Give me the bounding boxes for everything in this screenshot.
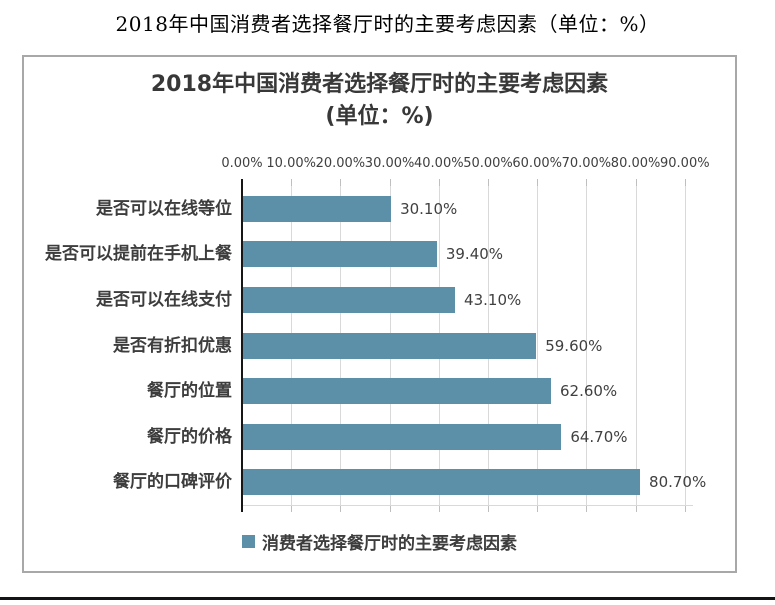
bar	[243, 378, 551, 405]
axis-tick-top	[635, 179, 637, 186]
page-title: 2018年中国消费者选择餐厅时的主要考虑因素（单位：%）	[115, 12, 660, 36]
value-label: 39.40%	[445, 245, 504, 264]
bar	[243, 286, 456, 313]
legend-label: 消费者选择餐厅时的主要考虑因素	[262, 534, 517, 554]
chart-title-line1: 2018年中国消费者选择餐厅时的主要考虑因素	[150, 72, 609, 97]
bar	[243, 195, 392, 222]
axis-tick-label: 10.00%	[266, 156, 316, 171]
axis-tick-label: 70.00%	[561, 156, 612, 171]
axis-tick-top	[438, 179, 440, 186]
axis-tick-bottom	[291, 505, 293, 512]
plot-area: 0.00% 10.00% 20.00% 30.00% 40.00% 50.00% 60.00…	[24, 57, 735, 571]
axis-tick-top	[291, 179, 293, 186]
axis-tick-top	[389, 179, 391, 186]
value-axis-line	[241, 179, 243, 512]
value-label: 43.10%	[464, 290, 522, 309]
axis-tick-bottom	[586, 505, 588, 512]
category-label: 是否可以在线支付	[96, 289, 232, 310]
axis-tick-bottom	[635, 505, 637, 512]
category-label: 是否可以在线等位	[96, 198, 232, 219]
bar	[243, 423, 562, 450]
gridline	[684, 186, 686, 505]
axis-tick-label: 60.00%	[512, 156, 562, 171]
axis-tick-label: 20.00%	[315, 156, 366, 171]
gridline	[537, 186, 539, 505]
axis-tick-label: 80.00%	[610, 156, 661, 171]
bar	[243, 332, 537, 359]
bar	[243, 241, 437, 268]
category-label: 餐厅的价格	[147, 426, 232, 447]
axis-tick-top	[488, 179, 489, 186]
chart-container: 2018年中国消费者选择餐厅时的主要考虑因素 (单位：%) 0.00% 10.00…	[22, 55, 737, 573]
bar	[243, 469, 641, 496]
category-label: 是否可以提前在手机上餐	[45, 244, 232, 265]
axis-tick-bottom	[340, 505, 342, 512]
axis-tick-top	[537, 179, 539, 186]
axis-tick-label: 50.00%	[463, 156, 513, 171]
category-label: 餐厅的口碑评价	[113, 472, 232, 493]
axis-tick-top	[684, 179, 686, 186]
legend-swatch-icon	[242, 535, 255, 548]
value-label: 59.60%	[545, 336, 603, 355]
value-label: 80.70%	[649, 473, 707, 492]
axis-tick-bottom	[389, 505, 391, 512]
axis-tick-bottom	[537, 505, 539, 512]
axis-tick-top	[586, 179, 588, 186]
value-label: 64.70%	[570, 427, 628, 446]
category-label: 是否有折扣优惠	[113, 335, 232, 356]
gridline	[635, 186, 637, 505]
axis-tick-label: 30.00%	[364, 156, 415, 171]
axis-tick-label: 40.00%	[414, 156, 464, 171]
axis-tick-bottom	[488, 505, 489, 512]
value-label: 30.10%	[400, 199, 458, 218]
gridline	[586, 186, 588, 505]
bottom-divider	[0, 597, 775, 600]
chart-title-line2: (单位：%)	[325, 104, 434, 129]
axis-tick-bottom	[684, 505, 686, 512]
value-label: 62.60%	[559, 382, 618, 401]
axis-tick-top	[340, 179, 342, 186]
category-label: 餐厅的位置	[147, 381, 232, 402]
legend: 消费者选择餐厅时的主要考虑因素	[24, 529, 735, 554]
category-axis-line	[242, 505, 693, 506]
chart-title: 2018年中国消费者选择餐厅时的主要考虑因素 (单位：%)	[24, 69, 735, 133]
axis-tick-bottom	[438, 505, 440, 512]
axis-tick-label: 0.00%	[221, 156, 263, 171]
axis-tick-label: 90.00%	[660, 156, 710, 171]
